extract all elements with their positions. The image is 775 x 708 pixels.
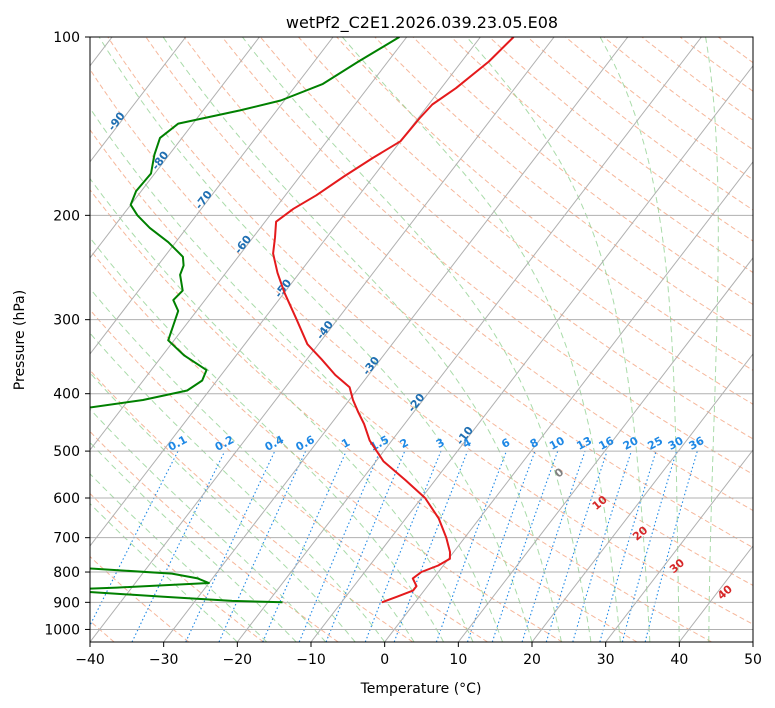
x-tick-label: 30 [597,652,615,668]
mixing-ratio-line [364,450,442,642]
moist-adiabat [599,37,680,642]
dry-adiabat [90,188,638,642]
dry-adiabat [90,248,563,642]
dry-adiabat [90,68,753,625]
dry-adiabat [374,37,753,338]
moist-adiabat [90,107,503,642]
chart-title: wetPf2_C2E1.2026.039.23.05.E08 [286,13,558,33]
isotherm-line [310,64,753,642]
dry-adiabat [298,37,753,405]
dry-adiabat [107,37,753,586]
y-tick-label: 800 [53,565,80,581]
mixing-ratio-line [521,450,586,642]
mixing-ratio-label: 36 [687,434,707,453]
x-tick-label: −30 [149,652,179,668]
isotherm-line [90,37,334,355]
x-tick-label: 40 [670,652,688,668]
moist-adiabat [705,37,719,642]
x-tick-label: 20 [523,652,541,668]
mixing-ratio-label: 30 [666,434,686,453]
moist-adiabat [162,37,562,642]
moist-adiabat [90,177,474,642]
mixing-ratio-label: 16 [597,434,617,453]
mixing-ratio-line [90,450,179,627]
moist-adiabat [98,37,533,642]
isotherm-line [384,161,753,642]
isotherm-line [90,37,408,451]
moist-adiabat [242,37,592,642]
y-tick-label: 500 [53,444,80,460]
isotherm-line [163,37,629,642]
y-tick-label: 600 [53,491,80,507]
dry-adiabat [412,37,753,306]
moist-adiabat [90,502,238,642]
dry-adiabat [90,555,190,642]
mixing-ratio-line [325,450,406,642]
mixing-ratio-line [262,450,347,642]
isotherm-line [236,37,702,642]
moist-adiabat [341,37,621,642]
isotherm-line [90,37,187,163]
isotherm-line [531,353,753,642]
x-tick-label: 0 [380,652,389,668]
moist-adiabat [90,441,297,642]
mixing-ratio-line [621,450,678,642]
sounding-series [90,37,515,604]
mixing-ratio-line [466,450,536,642]
grid-lines [90,37,753,642]
y-tick-label: 700 [53,531,80,547]
dry-adiabat [260,37,753,440]
y-tick-label: 1000 [44,622,80,638]
isotherm-line [457,257,753,642]
temperature-line [272,37,515,604]
plot-frame [89,36,754,643]
moist-adiabat [90,332,386,642]
mixing-ratio-line [491,450,559,642]
x-tick-label: −10 [296,652,326,668]
mixing-ratio-line [545,450,608,642]
moist-adiabat [90,237,445,642]
y-tick-label: 400 [53,387,80,403]
isotherm-line [605,449,753,642]
moist-adiabat [466,37,651,642]
axis-ticks: −40 −30 −20 −10 0 10 20 30 40 50 100 200 300 400 500 60… [44,30,762,668]
isotherm-line [90,37,555,642]
mixing-ratio-line [599,450,657,642]
x-tick-label: −20 [223,652,253,668]
y-axis-title: Pressure (hPa) [12,290,28,390]
mixing-ratio-label: 13 [574,434,594,453]
mixing-ratio-line [298,450,381,642]
y-tick-label: 300 [53,313,80,329]
mixing-ratio-label: 10 [547,434,567,453]
background-lines [90,37,753,642]
mixing-ratio-label: 20 [621,434,641,453]
moist-adiabat [90,408,327,642]
dry-adiabat [90,309,488,642]
x-tick-label: −40 [75,652,105,668]
x-axis-title: Temperature (°C) [360,681,482,697]
y-tick-label: 100 [53,30,80,46]
y-tick-label: 900 [53,595,80,611]
dewpoint-line [90,37,400,604]
x-tick-label: 50 [744,652,762,668]
mixing-ratio-line [435,450,507,642]
x-tick-label: 10 [449,652,467,668]
isotherm-line [90,37,260,259]
y-tick-label: 200 [53,208,80,224]
mixing-ratio-line [572,450,632,642]
mixing-ratio-label: 25 [645,434,665,453]
